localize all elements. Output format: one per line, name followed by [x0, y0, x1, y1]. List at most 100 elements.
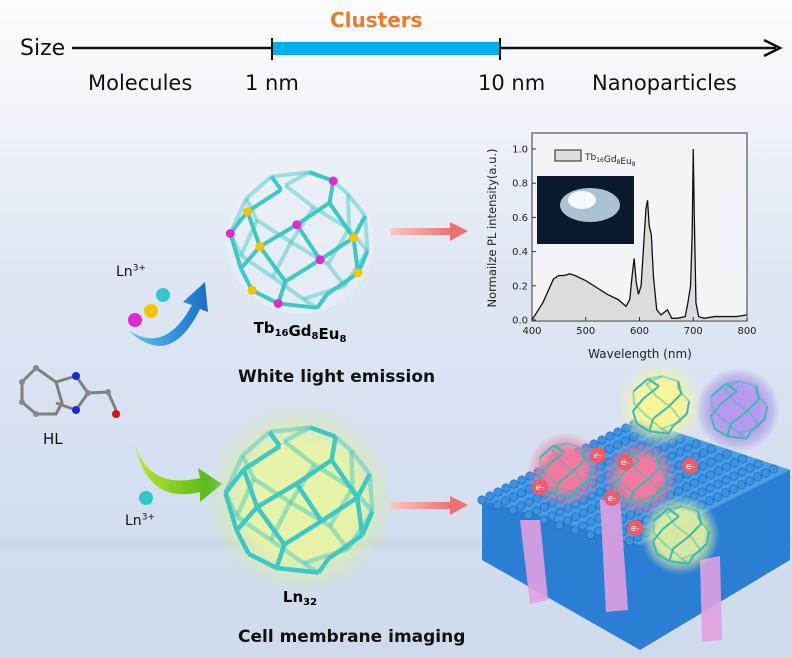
cage-bond — [538, 463, 551, 477]
lipid-head — [485, 491, 495, 501]
y-tick-label: 0.6 — [512, 213, 528, 224]
cage-bond — [334, 435, 353, 453]
cage-bond — [246, 188, 283, 214]
lipid-head — [586, 517, 596, 527]
lipid-head — [493, 487, 503, 497]
axis-arrowhead-icon — [763, 38, 783, 58]
cage-bond — [295, 458, 333, 486]
cage-bond — [268, 501, 293, 541]
electron-icon — [532, 479, 548, 495]
cage-bond — [223, 454, 245, 494]
cage-bond — [629, 490, 635, 503]
lipid-head — [547, 511, 557, 521]
cage-bond — [642, 385, 660, 400]
cage-bond — [668, 393, 682, 407]
cage-bond — [223, 492, 239, 532]
cage-bond — [724, 420, 741, 435]
lipid-head — [586, 504, 596, 514]
lipid-head — [745, 463, 755, 473]
molecules-label: Molecules — [88, 71, 193, 95]
lipid-head — [712, 492, 722, 502]
ln32-cluster-model — [205, 405, 395, 595]
lipid-head — [698, 448, 708, 458]
lanthanide-ions-icon — [128, 288, 170, 327]
cage-bond — [739, 380, 757, 388]
tb16gd8eu8-cluster-model — [225, 166, 374, 314]
lipid-head — [597, 435, 607, 445]
cage-bond — [723, 380, 741, 390]
ln-ion-text: Ln3+ — [116, 263, 146, 280]
cage-bond — [346, 192, 367, 218]
lipid-head — [477, 495, 487, 505]
lipid-head — [760, 468, 770, 478]
cage-bond — [755, 386, 761, 399]
lipid-head — [713, 479, 723, 489]
lanthanide-ion-icon — [139, 491, 153, 505]
cage-bond — [572, 458, 586, 472]
cage-bond — [258, 245, 287, 283]
cage-bond — [355, 497, 365, 536]
cage-bond — [647, 466, 661, 480]
cage-bond — [282, 439, 316, 467]
cage-bond — [632, 398, 644, 412]
cage-bond — [714, 427, 728, 438]
cage-bond — [367, 474, 375, 512]
metal-atom — [247, 285, 257, 295]
cage-bond — [270, 241, 293, 279]
cage-bond — [325, 271, 360, 297]
size-axis-label: Size — [20, 36, 66, 61]
cage-bond — [349, 450, 355, 489]
green-curved-arrow-icon — [135, 445, 222, 502]
cage-bond — [730, 410, 748, 425]
cage-bond — [652, 507, 669, 523]
lipid-head — [721, 475, 731, 485]
tb16gd8eu8-label: Tb16Gd8Eu8 — [254, 319, 347, 345]
clusters-label: Clusters — [330, 8, 423, 32]
ln-ion-label-bottom: Ln3+ — [125, 512, 155, 529]
cage-bond — [613, 471, 626, 485]
clusters-range-bar — [272, 42, 500, 55]
x-axis-label: Wavelength (nm) — [588, 347, 692, 361]
lipid-head — [713, 466, 723, 476]
cage-bond — [228, 210, 250, 235]
lipid-head — [706, 444, 716, 454]
lipid-head — [624, 536, 634, 546]
cell-membrane-imaging-label: Cell membrane imaging — [238, 627, 466, 647]
cage-bond — [309, 425, 337, 439]
cage-bond — [648, 418, 655, 432]
lipid-head — [578, 508, 588, 518]
x-tick-label: 700 — [684, 326, 703, 337]
electron-icon — [604, 490, 620, 506]
cage-bond — [614, 465, 617, 477]
lipid-head — [675, 447, 685, 457]
cage-bond — [552, 479, 568, 493]
cage-bond — [241, 430, 271, 458]
x-tick-label: 600 — [630, 326, 649, 337]
cage-bond — [255, 481, 298, 509]
cage-bond — [723, 388, 736, 402]
cage-bond — [349, 449, 372, 476]
cage-bond — [725, 382, 738, 393]
cage-bond — [662, 515, 680, 530]
cage-bond — [575, 472, 586, 486]
electron-icon — [617, 454, 633, 470]
lipid-head — [500, 496, 510, 506]
metal-atom — [315, 255, 325, 265]
cage-bond — [685, 401, 691, 414]
lipid-head — [721, 462, 731, 472]
y-tick-label: 0.4 — [512, 247, 528, 258]
cage-bond — [223, 491, 239, 518]
lipid-head — [729, 458, 739, 468]
lipid-head — [492, 500, 502, 510]
lipid-head — [516, 501, 526, 511]
cage-bond — [725, 380, 741, 385]
lipid-head — [744, 476, 754, 486]
lipid-head — [720, 488, 730, 498]
cage-bond — [315, 293, 329, 309]
electron-icon — [682, 458, 698, 474]
cage-bond — [628, 450, 642, 455]
cage-bond — [326, 262, 347, 288]
cage-bond — [672, 535, 690, 550]
cage-bond — [247, 551, 278, 570]
lipid-head — [524, 497, 534, 507]
